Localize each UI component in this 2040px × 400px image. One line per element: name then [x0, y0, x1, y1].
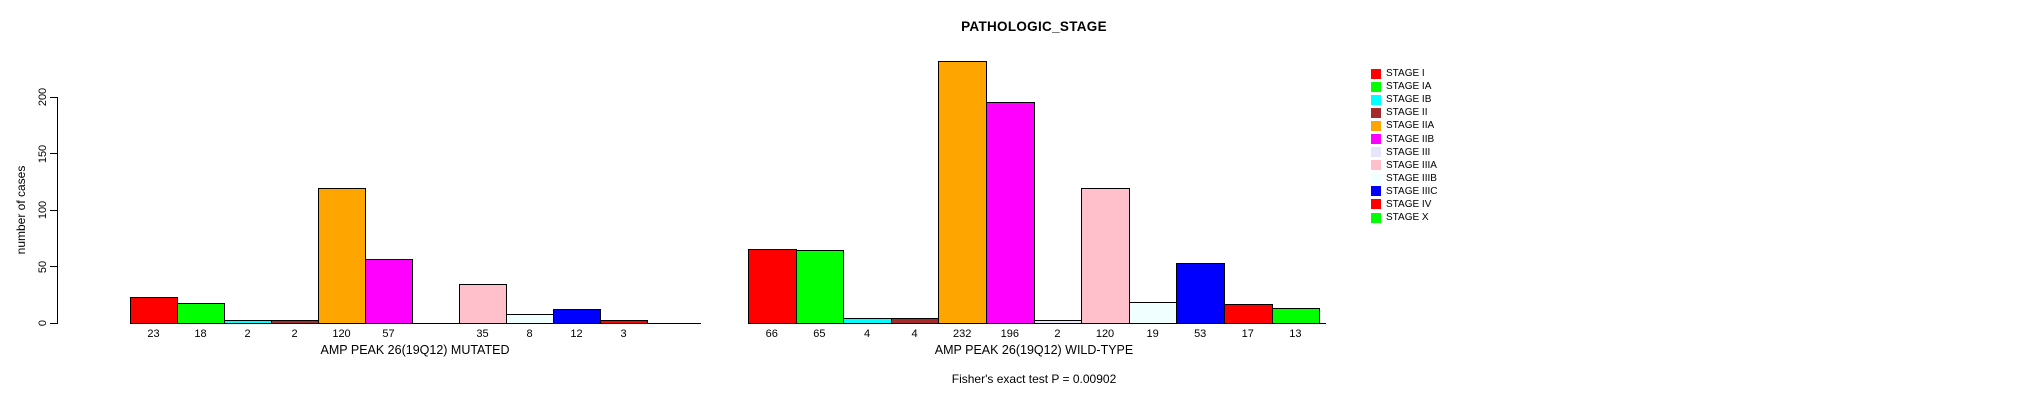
legend-item-stage-ii: STAGE II — [1371, 106, 1438, 119]
legend-label: STAGE IIA — [1386, 120, 1435, 132]
legend-label: STAGE III — [1386, 146, 1431, 158]
legend-label: STAGE IV — [1386, 198, 1432, 210]
bar-mutated-stage-iiic — [553, 309, 601, 324]
legend-item-stage-ia: STAGE IA — [1371, 80, 1438, 93]
legend-swatch-stage-iib — [1371, 134, 1381, 145]
bar-wild-type-stage-ib — [843, 318, 892, 324]
bar-count-label: 120 — [332, 328, 351, 340]
legend-item-stage-x: STAGE X — [1371, 211, 1438, 224]
bar-wild-type-stage-iiib — [1128, 301, 1178, 324]
legend: STAGE I STAGE IA STAGE IB STAGE II STAGE IIA… — [1371, 67, 1438, 224]
bar-mutated-stage-iiib — [506, 313, 554, 324]
legend-item-stage-iia: STAGE IIA — [1371, 119, 1438, 132]
y-tick — [50, 153, 57, 155]
legend-swatch-stage-ia — [1371, 81, 1381, 92]
bar-mutated-stage-ii — [271, 320, 319, 324]
bar-mutated-stage-ia — [177, 302, 225, 324]
bar-wild-type-stage-iia — [938, 61, 987, 324]
bar-wild-type-stage-ia — [795, 249, 845, 324]
bar-mutated-stage-iv — [600, 319, 648, 324]
legend-item-stage-iiic: STAGE IIIC — [1371, 185, 1438, 198]
y-axis-label: number of cases — [14, 165, 28, 255]
legend-swatch-stage-iia — [1371, 120, 1381, 131]
bar-count-label: 8 — [526, 328, 533, 340]
bar-count-label: 35 — [476, 328, 489, 340]
y-tick-label: 0 — [37, 319, 49, 327]
y-tick — [50, 266, 57, 268]
x-axis-line-mutated — [130, 323, 701, 324]
bar-count-label: 4 — [911, 328, 918, 340]
legend-item-stage-iiib: STAGE IIIB — [1371, 172, 1438, 185]
legend-label: STAGE IIIA — [1386, 159, 1437, 171]
bar-count-label: 17 — [1241, 328, 1254, 340]
legend-label: STAGE II — [1386, 107, 1428, 119]
bar-count-label: 2 — [244, 328, 251, 340]
bar-mutated-stage-i — [130, 297, 178, 324]
y-tick — [50, 96, 57, 98]
legend-label: STAGE I — [1386, 68, 1425, 80]
bar-mutated-stage-iiia — [459, 283, 507, 324]
bar-mutated-stage-iib — [365, 258, 413, 324]
legend-swatch-stage-ib — [1371, 94, 1381, 105]
bar-count-label: 53 — [1194, 328, 1207, 340]
legend-label: STAGE IIIB — [1386, 172, 1437, 184]
bar-count-label: 2 — [291, 328, 298, 340]
bar-count-label: 66 — [765, 328, 778, 340]
bar-wild-type-stage-iiia — [1081, 187, 1130, 324]
y-tick — [50, 209, 57, 211]
legend-label: STAGE IA — [1386, 81, 1432, 93]
legend-swatch-stage-ii — [1371, 107, 1381, 118]
bar-count-label: 3 — [620, 328, 627, 340]
legend-label: STAGE X — [1386, 212, 1429, 224]
legend-item-stage-iv: STAGE IV — [1371, 198, 1438, 211]
legend-item-stage-iii: STAGE III — [1371, 146, 1438, 159]
legend-swatch-stage-iii — [1371, 147, 1381, 158]
legend-swatch-stage-iiic — [1371, 186, 1381, 197]
legend-swatch-stage-iv — [1371, 199, 1381, 210]
fisher-test-annotation: Fisher's exact test P = 0.00902 — [951, 372, 1117, 386]
y-tick — [50, 322, 57, 324]
legend-item-stage-i: STAGE I — [1371, 67, 1438, 80]
bar-count-label: 13 — [1289, 328, 1302, 340]
bar-wild-type-stage-ii — [890, 318, 940, 324]
bar-count-label: 12 — [570, 328, 583, 340]
y-tick-label: 200 — [37, 88, 49, 107]
legend-item-stage-ib: STAGE IB — [1371, 93, 1438, 106]
bar-count-label: 65 — [813, 328, 826, 340]
bar-wild-type-stage-iiic — [1176, 263, 1225, 324]
bar-wild-type-stage-iib — [986, 101, 1035, 324]
legend-label: STAGE IIIC — [1386, 185, 1438, 197]
y-tick-label: 100 — [37, 201, 49, 220]
y-tick-label: 150 — [37, 144, 49, 163]
legend-swatch-stage-iiia — [1371, 160, 1381, 171]
legend-swatch-stage-iiib — [1371, 173, 1381, 184]
x-axis-title-mutated: AMP PEAK 26(19Q12) MUTATED — [320, 343, 510, 357]
legend-swatch-stage-x — [1371, 212, 1381, 223]
bar-wild-type-stage-i — [748, 248, 797, 324]
bar-count-label: 120 — [1095, 328, 1115, 340]
bar-mutated-stage-iia — [318, 187, 366, 324]
bar-count-label: 4 — [863, 328, 871, 340]
legend-item-stage-iib: STAGE IIB — [1371, 132, 1438, 145]
legend-label: STAGE IB — [1386, 94, 1432, 106]
bar-mutated-stage-ib — [224, 320, 272, 324]
bar-count-label: 2 — [1054, 328, 1061, 340]
bar-count-label: 18 — [194, 328, 207, 340]
bar-count-label: 196 — [1000, 328, 1019, 340]
bar-wild-type-stage-iv — [1224, 303, 1273, 324]
bar-count-label: 57 — [382, 328, 395, 340]
figure-title: PATHOLOGIC_STAGE — [961, 19, 1107, 34]
bar-count-label: 23 — [147, 328, 160, 340]
bar-wild-type-stage-iii — [1033, 320, 1083, 324]
legend-swatch-stage-i — [1371, 68, 1381, 79]
bar-count-label: 232 — [953, 328, 972, 340]
x-axis-title-wildtype: AMP PEAK 26(19Q12) WILD-TYPE — [934, 343, 1134, 357]
bar-count-label: 19 — [1146, 328, 1159, 340]
bar-wild-type-stage-x — [1271, 308, 1321, 324]
legend-label: STAGE IIB — [1386, 133, 1435, 145]
y-axis-line — [57, 97, 58, 324]
legend-item-stage-iiia: STAGE IIIA — [1371, 159, 1438, 172]
y-tick-label: 50 — [37, 260, 49, 273]
